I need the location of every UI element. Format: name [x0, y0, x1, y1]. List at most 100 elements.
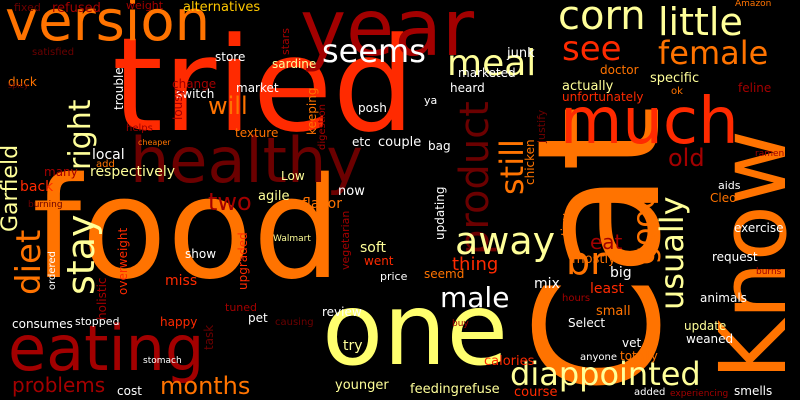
word-br: br [566, 239, 606, 283]
word-trouble: trouble [112, 67, 126, 110]
word-ordered: ordered [47, 251, 58, 290]
word-try: try [343, 338, 363, 354]
word-flavor: flavor [302, 196, 343, 212]
word-healthy: healthy [130, 124, 363, 197]
word-food: food [32, 148, 342, 311]
word-update: update [684, 319, 727, 333]
word-big: big [610, 265, 632, 281]
word-small: small [596, 304, 631, 319]
word-ramen: ramen [755, 149, 785, 159]
word-chicken: chicken [523, 139, 537, 185]
word-good: good [627, 190, 662, 265]
word-little: little [658, 0, 743, 44]
word-updating: updating [433, 186, 447, 240]
word-burning: burning [28, 200, 63, 210]
word-will: will [208, 92, 248, 120]
word-anyone: anyone [580, 352, 617, 363]
word-show: show [185, 247, 217, 261]
word-satisfied: satisfied [32, 47, 75, 58]
word-overweight: overweight [116, 227, 130, 295]
word-tiny: tiny [559, 213, 573, 236]
word-request: request [712, 250, 758, 264]
word-tuned: tuned [225, 301, 258, 314]
word-weight: weight [126, 0, 164, 12]
word-feline: feline [738, 81, 772, 95]
word-female: female [658, 34, 769, 72]
word-old: old [668, 144, 705, 172]
word-garfield: Garfield [0, 144, 23, 232]
word-consumes: consumes [12, 317, 73, 331]
word-low: Low [281, 169, 305, 183]
word-two: two [208, 188, 252, 216]
word-eating: eating [8, 312, 205, 385]
word-couple: couple [378, 135, 422, 150]
word-justify: justify [535, 109, 548, 143]
word-stars: stars [279, 27, 292, 55]
word-hours: hours [562, 293, 591, 304]
word-duck: duck [8, 75, 37, 89]
word-weaned: weaned [686, 332, 734, 346]
word-meal: meal [447, 43, 537, 84]
word-amazon: Amazon [735, 0, 772, 9]
word-lousy: lousy [171, 88, 185, 120]
word-pet: pet [248, 311, 268, 325]
word-diet: diet [9, 229, 49, 295]
word-many: many [44, 165, 78, 179]
word-vegetarian: vegetarian [339, 210, 352, 270]
word-seems: seems [322, 32, 426, 70]
word-specific: specific [650, 71, 700, 86]
word-see: see [562, 29, 622, 69]
word-away: away [455, 219, 556, 263]
word-much: much [560, 85, 739, 159]
word-refused: refused [52, 1, 101, 16]
word-respectively: respectively [90, 164, 176, 180]
word-happy: happy [160, 315, 198, 329]
word-actually: actually [562, 79, 614, 94]
word-ya: ya [424, 94, 438, 107]
word-months: months [160, 372, 251, 400]
word-calories: calories [484, 354, 535, 369]
word-year: year [300, 0, 475, 74]
word-smells: smells [734, 384, 773, 398]
word-digestion: digestion [317, 104, 328, 150]
word-sardine: sardine [272, 57, 317, 71]
word-market: market [236, 81, 279, 95]
word-causing: causing [275, 317, 314, 328]
word-went: went [364, 254, 394, 268]
word-thing: thing [452, 254, 499, 275]
word-store: store [215, 50, 246, 64]
word-one: one [322, 271, 509, 388]
word-tried: tried [112, 9, 416, 161]
word-experiencing: experiencing [670, 389, 729, 399]
word-unfortunately: unfortunately [562, 90, 644, 104]
word-least: least [590, 281, 624, 297]
word-cheaper: cheaper [138, 138, 171, 147]
word-fixed: fixed [14, 1, 41, 14]
word-texture: texture [235, 126, 279, 140]
word-problems: problems [12, 373, 106, 397]
word-review: review [322, 305, 362, 319]
word-male: male [440, 281, 510, 314]
word-totally: totally [620, 349, 658, 363]
word-corn: corn [558, 0, 646, 39]
word-exercise: exercise [734, 221, 784, 235]
word-buy: buy [452, 319, 469, 329]
word-burns: burns [756, 267, 782, 277]
word-alternatives: alternatives [183, 0, 261, 15]
word-marketed: marketed [458, 66, 516, 80]
word-junk: junk [507, 46, 535, 61]
word-soft: soft [360, 240, 387, 256]
word-ok: ok [671, 86, 683, 97]
word-posh: posh [358, 101, 387, 115]
word-feeding: feeding [410, 382, 459, 397]
word-upgraded: upgraded [236, 232, 250, 290]
word-local: local [92, 147, 125, 163]
word-cleo: Cleo [710, 191, 737, 205]
word-refuse: refuse [459, 382, 500, 397]
word-aids: aids [718, 179, 741, 192]
word-stomach: stomach [143, 356, 182, 366]
word-diappointed: diappointed [510, 355, 701, 393]
word-walmart: Walmart [273, 234, 311, 244]
word-seemd: seemd [424, 267, 465, 281]
